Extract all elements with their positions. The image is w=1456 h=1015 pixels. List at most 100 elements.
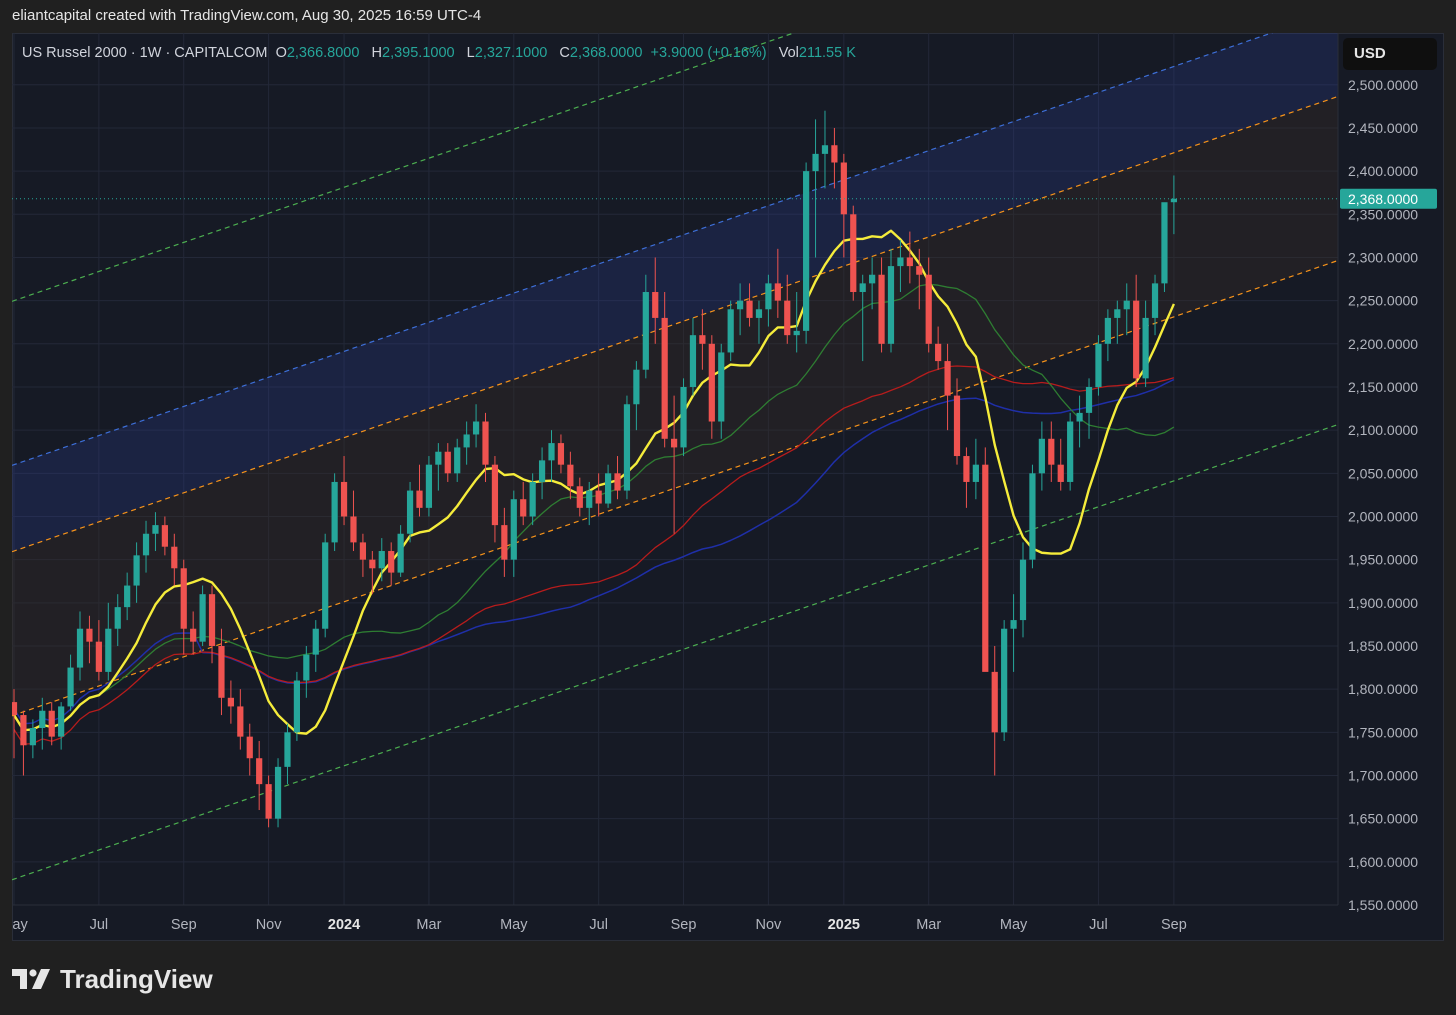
candle-up[interactable]: [322, 533, 329, 638]
candle-up[interactable]: [869, 257, 876, 310]
candle-down[interactable]: [265, 775, 272, 828]
candle-up[interactable]: [114, 594, 121, 646]
candle-up[interactable]: [142, 520, 150, 573]
candle-down[interactable]: [388, 542, 395, 586]
candle-down[interactable]: [774, 248, 781, 318]
candle-up[interactable]: [331, 473, 338, 552]
candle-up[interactable]: [406, 481, 414, 543]
candle-up[interactable]: [29, 719, 36, 759]
candle-up[interactable]: [755, 300, 763, 344]
candle-down[interactable]: [963, 447, 970, 508]
candle-down[interactable]: [595, 473, 602, 517]
candle-down[interactable]: [906, 231, 913, 284]
candle-up[interactable]: [1019, 542, 1027, 638]
candle-up[interactable]: [454, 438, 461, 482]
candle-down[interactable]: [48, 702, 55, 746]
candle-up[interactable]: [548, 430, 555, 482]
candle-up[interactable]: [604, 464, 612, 508]
candle-up[interactable]: [303, 645, 310, 698]
candle-down[interactable]: [501, 507, 508, 577]
candle-up[interactable]: [1029, 464, 1036, 569]
candle-down[interactable]: [86, 615, 93, 664]
candle-down[interactable]: [482, 412, 489, 482]
candle-up[interactable]: [1067, 412, 1074, 491]
price-axis[interactable]: 2,500.0000 2,450.0000 2,400.0000 2,350.0000…: [1337, 33, 1418, 913]
candle-up[interactable]: [293, 671, 300, 741]
candle-up[interactable]: [1142, 300, 1149, 387]
candle-down[interactable]: [369, 551, 376, 595]
candle-up[interactable]: [821, 110, 829, 189]
candle-down[interactable]: [227, 680, 234, 724]
candle-up[interactable]: [284, 723, 291, 785]
currency-button[interactable]: USD: [1343, 38, 1437, 70]
candle-down[interactable]: [1133, 274, 1140, 387]
candle-up[interactable]: [152, 512, 159, 552]
candle-up[interactable]: [689, 317, 697, 396]
candle-up[interactable]: [378, 538, 385, 582]
candle-up[interactable]: [718, 343, 725, 439]
candle-up[interactable]: [124, 572, 131, 621]
candle-up[interactable]: [529, 473, 536, 526]
candle-down[interactable]: [444, 443, 451, 482]
candles[interactable]: [12, 110, 1177, 828]
candle-down[interactable]: [652, 257, 659, 344]
candle-up[interactable]: [58, 702, 65, 750]
candle-up[interactable]: [472, 404, 480, 448]
candle-up[interactable]: [737, 283, 744, 336]
candle-down[interactable]: [953, 378, 961, 465]
candle-up[interactable]: [1170, 175, 1177, 235]
candle-up[interactable]: [1085, 378, 1093, 439]
candle-up[interactable]: [1001, 620, 1008, 741]
candle-down[interactable]: [171, 533, 178, 586]
candle-down[interactable]: [237, 689, 244, 750]
candle-up[interactable]: [887, 248, 895, 353]
candle-up[interactable]: [397, 525, 404, 577]
candle-down[interactable]: [925, 257, 932, 353]
candle-up[interactable]: [812, 119, 819, 258]
candle-up[interactable]: [972, 438, 979, 500]
price-chart[interactable]: 2,368.0000 2,500.0000 2,450.0000 2,400.000…: [12, 33, 1444, 941]
candle-up[interactable]: [586, 481, 593, 526]
candle-down[interactable]: [350, 490, 357, 552]
candle-down[interactable]: [246, 723, 253, 776]
candle-down[interactable]: [576, 477, 583, 517]
candle-up[interactable]: [463, 421, 470, 465]
candle-up[interactable]: [510, 490, 517, 577]
candle-down[interactable]: [1048, 421, 1055, 482]
candle-up[interactable]: [1123, 283, 1130, 336]
candle-up[interactable]: [642, 274, 649, 379]
candle-up[interactable]: [727, 300, 734, 362]
candle-up[interactable]: [897, 240, 904, 293]
candle-down[interactable]: [1057, 438, 1064, 491]
candle-down[interactable]: [95, 620, 102, 681]
candle-up[interactable]: [199, 585, 206, 646]
candle-up[interactable]: [1151, 274, 1159, 336]
candle-down[interactable]: [935, 326, 942, 370]
candle-up[interactable]: [274, 758, 282, 828]
candle-down[interactable]: [340, 456, 348, 526]
candle-down[interactable]: [746, 283, 753, 327]
candle-up[interactable]: [312, 620, 319, 672]
candle-down[interactable]: [180, 559, 187, 655]
candle-down[interactable]: [878, 257, 885, 353]
candle-down[interactable]: [840, 153, 847, 258]
candle-down[interactable]: [850, 205, 857, 301]
candle-down[interactable]: [359, 533, 367, 577]
candle-up[interactable]: [425, 456, 433, 517]
candle-up[interactable]: [76, 611, 84, 681]
candle-up[interactable]: [133, 542, 140, 603]
candle-down[interactable]: [699, 309, 706, 370]
candle-up[interactable]: [67, 654, 74, 711]
candle-up[interactable]: [105, 602, 112, 681]
candle-down[interactable]: [20, 710, 27, 776]
candle-up[interactable]: [435, 443, 442, 491]
candle-up[interactable]: [1076, 395, 1083, 448]
candle-up[interactable]: [803, 162, 810, 344]
candle-up[interactable]: [623, 395, 631, 500]
candle-up[interactable]: [1095, 335, 1102, 396]
candle-up[interactable]: [765, 274, 772, 327]
candle-down[interactable]: [208, 585, 216, 664]
candle-down[interactable]: [944, 343, 951, 431]
candle-up[interactable]: [793, 292, 800, 353]
candle-down[interactable]: [218, 628, 225, 716]
